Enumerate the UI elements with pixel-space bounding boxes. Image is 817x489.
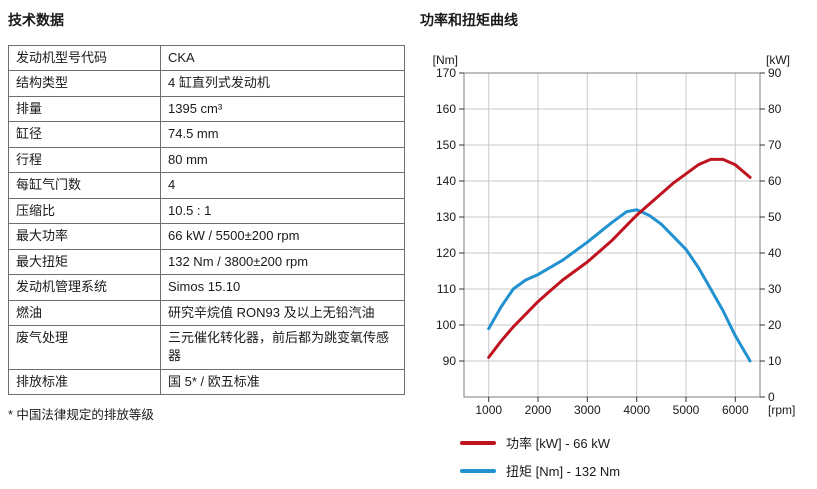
svg-text:20: 20 bbox=[768, 318, 782, 332]
tech-data-section: 技术数据 发动机型号代码 CKA 结构类型 4 缸直列式发动机 排量 1395 cm³ 缸径… bbox=[8, 10, 405, 423]
spec-row: 排量 1395 cm³ bbox=[8, 95, 405, 123]
svg-text:110: 110 bbox=[437, 282, 456, 296]
svg-text:0: 0 bbox=[768, 390, 775, 404]
svg-text:140: 140 bbox=[436, 174, 456, 188]
spec-label: 排放标准 bbox=[8, 368, 161, 396]
tech-data-title: 技术数据 bbox=[8, 12, 64, 28]
spec-value: 国 5* / 欧五标准 bbox=[160, 368, 405, 396]
legend-item-power: 功率 [kW] - 66 kW bbox=[460, 433, 812, 452]
svg-text:120: 120 bbox=[436, 246, 456, 260]
spec-label: 燃油 bbox=[8, 299, 161, 326]
spec-value: 66 kW / 5500±200 rpm bbox=[160, 223, 405, 250]
legend-swatch-torque bbox=[460, 468, 496, 473]
spec-row: 废气处理 三元催化转化器，前后都为跳变氧传感器 bbox=[8, 324, 405, 370]
svg-text:170: 170 bbox=[436, 66, 456, 80]
spec-value: 74.5 mm bbox=[160, 121, 405, 148]
spec-row: 发动机型号代码 CKA bbox=[8, 44, 405, 72]
svg-text:90: 90 bbox=[768, 66, 782, 80]
chart-section: 功率和扭矩曲线 90 100 110 120 130 140 150 160 170 0 10 20 3… bbox=[420, 10, 812, 489]
chart-title: 功率和扭矩曲线 bbox=[420, 12, 518, 28]
svg-text:[rpm]: [rpm] bbox=[768, 403, 795, 417]
spec-label: 缸径 bbox=[8, 121, 161, 148]
svg-text:2000: 2000 bbox=[525, 403, 552, 417]
spec-value: 80 mm bbox=[160, 146, 405, 174]
spec-value: Simos 15.10 bbox=[160, 274, 405, 301]
svg-text:150: 150 bbox=[436, 138, 456, 152]
spec-label: 发动机型号代码 bbox=[8, 44, 161, 72]
svg-text:30: 30 bbox=[768, 282, 782, 296]
svg-text:60: 60 bbox=[768, 174, 782, 188]
svg-text:[kW]: [kW] bbox=[766, 53, 790, 67]
spec-row: 压缩比 10.5 : 1 bbox=[8, 197, 405, 225]
spec-value: 4 缸直列式发动机 bbox=[160, 70, 405, 97]
power-torque-chart-svg: 90 100 110 120 130 140 150 160 170 0 10 20 30 40 50 60 7… bbox=[433, 53, 796, 417]
svg-text:100: 100 bbox=[436, 318, 456, 332]
spec-label: 结构类型 bbox=[8, 70, 161, 97]
power-torque-chart: 90 100 110 120 130 140 150 160 170 0 10 20 30 40 50 60 7… bbox=[420, 45, 812, 430]
spec-value: 10.5 : 1 bbox=[160, 197, 405, 225]
svg-text:70: 70 bbox=[768, 138, 782, 152]
spec-label: 排量 bbox=[8, 95, 161, 123]
spec-row: 排放标准国 5* / 欧五标准 bbox=[8, 368, 405, 396]
svg-text:10: 10 bbox=[768, 354, 782, 368]
spec-label: 发动机管理系统 bbox=[8, 274, 161, 301]
chart-legend: 功率 [kW] - 66 kW 扭矩 [Nm] - 132 Nm bbox=[420, 433, 812, 480]
svg-text:5000: 5000 bbox=[673, 403, 700, 417]
svg-text:80: 80 bbox=[768, 102, 782, 116]
spec-row: 结构类型 4 缸直列式发动机 bbox=[8, 70, 405, 97]
spec-value: CKA bbox=[160, 44, 405, 72]
spec-value: 研究辛烷值 RON93 及以上无铅汽油 bbox=[160, 299, 405, 326]
svg-text:4000: 4000 bbox=[623, 403, 650, 417]
svg-text:1000: 1000 bbox=[475, 403, 502, 417]
svg-text:50: 50 bbox=[768, 210, 782, 224]
spec-row: 最大功率 66 kW / 5500±200 rpm bbox=[8, 223, 405, 250]
spec-value: 4 bbox=[160, 172, 405, 199]
svg-text:6000: 6000 bbox=[722, 403, 749, 417]
spec-label: 行程 bbox=[8, 146, 161, 174]
spec-label: 最大功率 bbox=[8, 223, 161, 250]
spec-row: 燃油 研究辛烷值 RON93 及以上无铅汽油 bbox=[8, 299, 405, 326]
spec-row: 最大扭矩 132 Nm / 3800±200 rpm bbox=[8, 248, 405, 276]
svg-text:40: 40 bbox=[768, 246, 782, 260]
legend-label-torque: 扭矩 [Nm] - 132 Nm bbox=[506, 464, 621, 479]
spec-value: 三元催化转化器，前后都为跳变氧传感器 bbox=[160, 324, 405, 370]
legend-swatch-power bbox=[460, 440, 496, 445]
spec-value: 1395 cm³ bbox=[160, 95, 405, 123]
svg-text:90: 90 bbox=[443, 354, 457, 368]
legend-item-torque: 扭矩 [Nm] - 132 Nm bbox=[460, 461, 812, 480]
spec-value: 132 Nm / 3800±200 rpm bbox=[160, 248, 405, 276]
spec-row: 发动机管理系统 Simos 15.10 bbox=[8, 274, 405, 301]
specs-table-body: 发动机型号代码 CKA 结构类型 4 缸直列式发动机 排量 1395 cm³ 缸径 74.5 … bbox=[8, 44, 405, 396]
spec-label: 每缸气门数 bbox=[8, 172, 161, 199]
spec-row: 每缸气门数 4 bbox=[8, 172, 405, 199]
svg-text:160: 160 bbox=[436, 102, 456, 116]
specs-table: 发动机型号代码 CKA 结构类型 4 缸直列式发动机 排量 1395 cm³ 缸径 74.5 … bbox=[8, 44, 405, 396]
svg-text:3000: 3000 bbox=[574, 403, 601, 417]
spec-row: 缸径 74.5 mm bbox=[8, 121, 405, 148]
spec-label: 压缩比 bbox=[8, 197, 161, 225]
spec-label: 最大扭矩 bbox=[8, 248, 161, 276]
legend-label-power: 功率 [kW] - 66 kW bbox=[506, 436, 611, 451]
spec-row: 行程 80 mm bbox=[8, 146, 405, 174]
svg-text:[Nm]: [Nm] bbox=[433, 53, 458, 67]
emissions-footnote: * 中国法律规定的排放等级 bbox=[8, 408, 154, 423]
spec-label: 废气处理 bbox=[8, 324, 161, 370]
svg-text:130: 130 bbox=[436, 210, 456, 224]
